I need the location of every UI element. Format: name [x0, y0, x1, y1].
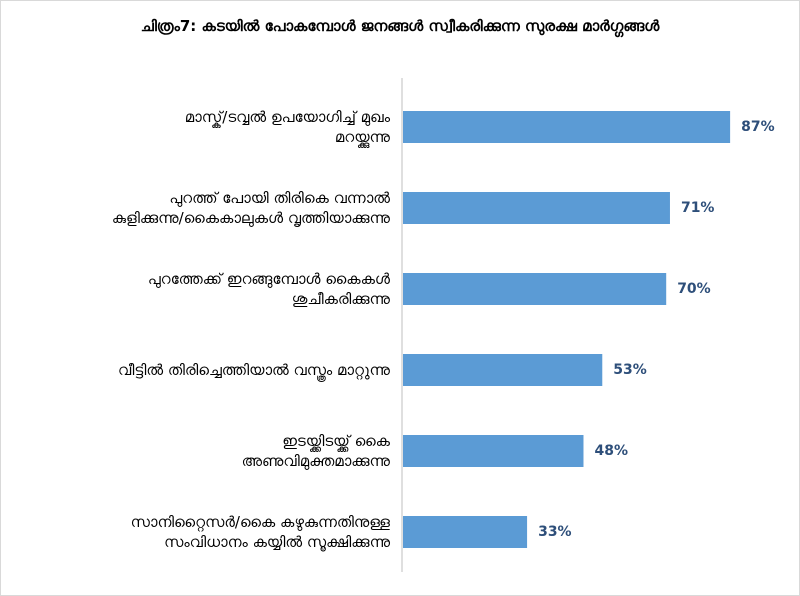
value-label-6: 33%: [538, 524, 572, 540]
bar-3: [403, 273, 667, 305]
category-label-line: മറയ്ക്കുന്നു: [334, 128, 390, 146]
value-label-5: 48%: [594, 443, 628, 459]
value-label-4: 53%: [613, 362, 647, 378]
category-label-line: അണുവിമുക്തമാക്കുന്നു: [241, 452, 390, 470]
bar-4: [403, 354, 603, 386]
category-label-3: പുറത്തേക്ക് ഇറങ്ങുമ്പോൾ കൈകൾ ശുചീകരിക്കുന…: [40, 269, 390, 309]
category-label-6: സാനിറ്റൈസർ/കൈ കഴുകുന്നതിനുള്ള സംവിധാനം കയ…: [40, 512, 390, 552]
category-label-2: പുറത്ത് പോയി തിരികെ വന്നാൽ കുളിക്കുന്നു/ക…: [40, 188, 390, 228]
bar-1: [403, 111, 731, 143]
category-label-line: സംവിധാനം കയ്യിൽ സൂക്ഷിക്കുന്നു: [164, 533, 390, 551]
value-label-3: 70%: [677, 281, 711, 297]
value-label-1: 87%: [741, 119, 775, 135]
category-label-line: പുറത്തേക്ക് ഇറങ്ങുമ്പോൾ കൈകൾ: [147, 270, 390, 288]
category-label-line: ഇടയ്ക്കിടയ്ക്ക് കൈ: [282, 432, 390, 450]
category-label-line: ശുചീകരിക്കുന്നു: [291, 290, 390, 308]
value-label-2: 71%: [680, 200, 715, 216]
category-label-1: മാസ്ക്/ടവ്വൽ ഉപയോഗിച്ച് മുഖം മറയ്ക്കുന്നു: [40, 107, 390, 147]
category-label-4: വീട്ടിൽ തിരിച്ചെത്തിയാൽ വസ്ത്രം മാറ്റുന്…: [40, 360, 390, 380]
category-label-line: വീട്ടിൽ തിരിച്ചെത്തിയാൽ വസ്ത്രം മാറ്റുന്…: [117, 361, 390, 379]
category-label-line: കുളിക്കുന്നു/കൈകാലുകൾ വൃത്തിയാക്കുന്നു: [111, 209, 390, 227]
bar-2: [403, 192, 670, 224]
bar-6: [403, 516, 528, 548]
category-label-line: പുറത്ത് പോയി തിരികെ വന്നാൽ: [169, 189, 390, 207]
category-label-5: ഇടയ്ക്കിടയ്ക്ക് കൈ അണുവിമുക്തമാക്കുന്നു: [40, 431, 390, 471]
bar-5: [403, 435, 584, 467]
category-label-line: മാസ്ക്/ടവ്വൽ ഉപയോഗിച്ച് മുഖം: [184, 108, 390, 126]
category-label-line: സാനിറ്റൈസർ/കൈ കഴുകുന്നതിനുള്ള: [130, 513, 390, 531]
chart-title: ചിത്രം7: കടയിൽ പോകമ്പോൾ ജനങ്ങൾ സ്വീകരിക്…: [140, 17, 660, 35]
